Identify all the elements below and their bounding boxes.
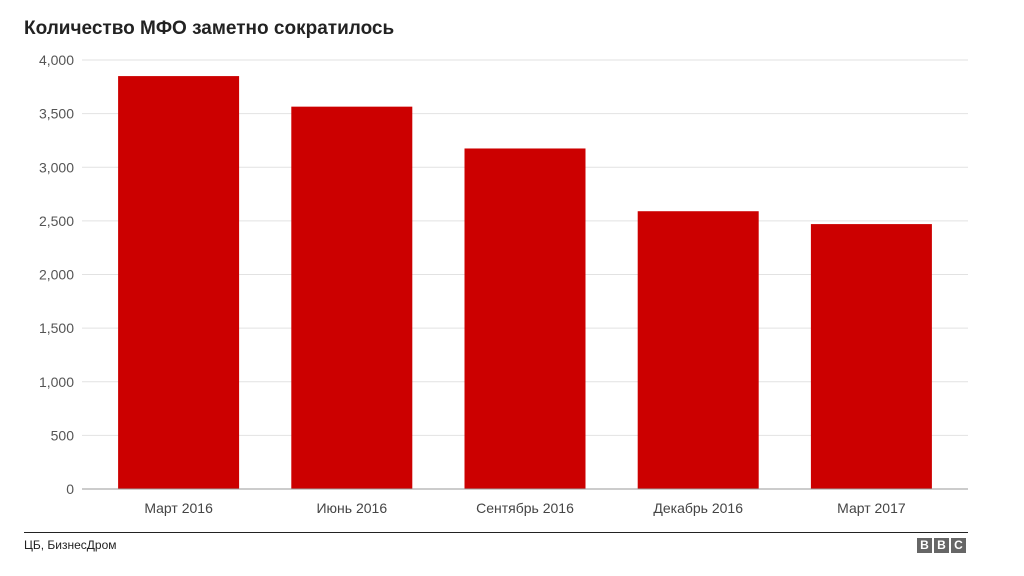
bar (118, 76, 240, 490)
chart-title: Количество МФО заметно сократилось (24, 18, 395, 39)
bar (291, 106, 413, 489)
x-tick-label: Март 2016 (144, 500, 213, 516)
y-tick-label: 2,000 (39, 267, 74, 283)
source-text: ЦБ, БизнесДром (24, 538, 117, 552)
y-tick-label: 3,000 (39, 159, 74, 175)
bbc-logo-letter: C (951, 538, 966, 553)
x-tick-label: Март 2017 (837, 500, 906, 516)
x-tick-label: Декабрь 2016 (653, 500, 743, 516)
bbc-logo-letter: B (934, 538, 949, 553)
y-tick-label: 2,500 (39, 213, 74, 229)
y-tick-label: 500 (51, 427, 75, 443)
x-tick-label: Сентябрь 2016 (476, 500, 574, 516)
y-tick-label: 1,000 (39, 374, 74, 390)
bbc-logo-letter: B (917, 538, 932, 553)
y-tick-label: 0 (66, 481, 74, 497)
bbc-logo: B B C (917, 538, 966, 553)
y-tick-label: 1,500 (39, 320, 74, 336)
bar (637, 211, 759, 489)
bar (464, 148, 586, 489)
x-tick-label: Июнь 2016 (316, 500, 387, 516)
y-tick-label: 4,000 (39, 52, 74, 68)
footer-divider (24, 532, 968, 533)
bar (810, 224, 932, 489)
y-tick-label: 3,500 (39, 106, 74, 122)
